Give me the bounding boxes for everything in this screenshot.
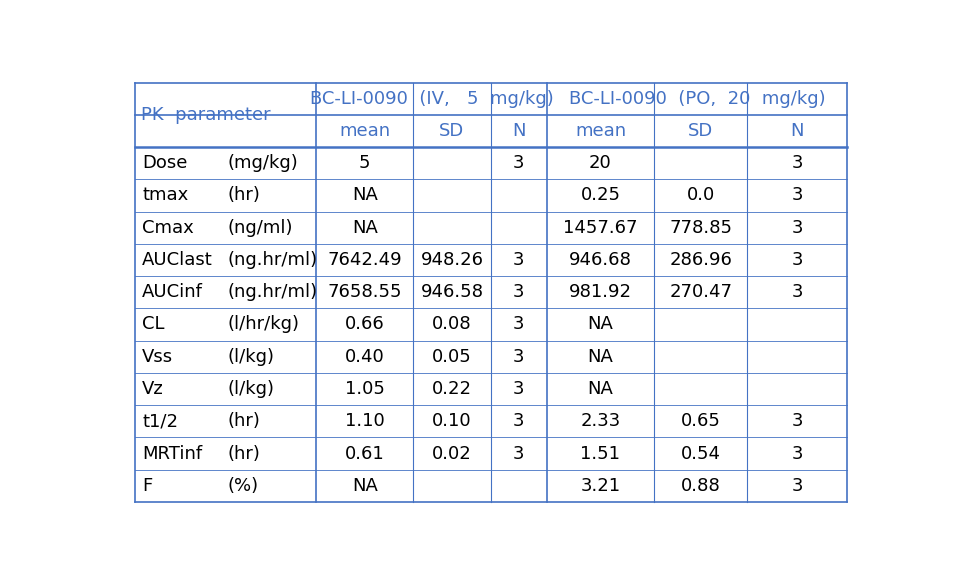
Text: 1.05: 1.05	[345, 380, 385, 398]
Text: NA: NA	[587, 348, 613, 366]
Text: 0.22: 0.22	[432, 380, 472, 398]
Text: 1.51: 1.51	[581, 445, 621, 463]
Text: NA: NA	[352, 186, 377, 204]
Text: 270.47: 270.47	[670, 283, 732, 301]
Text: (hr): (hr)	[227, 412, 261, 430]
Text: Vz: Vz	[142, 380, 164, 398]
Text: (%): (%)	[227, 477, 259, 495]
Text: F: F	[142, 477, 152, 495]
Text: (l/kg): (l/kg)	[227, 348, 274, 366]
Text: 3: 3	[791, 154, 803, 172]
Text: (mg/kg): (mg/kg)	[227, 154, 298, 172]
Text: NA: NA	[587, 380, 613, 398]
Text: 3: 3	[791, 251, 803, 269]
Text: N: N	[513, 122, 526, 140]
Text: 0.54: 0.54	[681, 445, 720, 463]
Text: AUClast: AUClast	[142, 251, 213, 269]
Text: 7642.49: 7642.49	[328, 251, 402, 269]
Text: 0.10: 0.10	[432, 412, 471, 430]
Text: CL: CL	[142, 316, 165, 334]
Text: 3: 3	[791, 412, 803, 430]
Text: 3: 3	[513, 412, 525, 430]
Text: 0.40: 0.40	[345, 348, 384, 366]
Text: NA: NA	[587, 316, 613, 334]
Text: mean: mean	[339, 122, 390, 140]
Text: 7658.55: 7658.55	[328, 283, 402, 301]
Text: NA: NA	[352, 219, 377, 237]
Text: N: N	[790, 122, 804, 140]
Text: 3: 3	[791, 186, 803, 204]
Text: 948.26: 948.26	[421, 251, 484, 269]
Text: BC-LI-0090  (IV,   5  mg/kg): BC-LI-0090 (IV, 5 mg/kg)	[309, 90, 554, 108]
Text: (ng.hr/ml): (ng.hr/ml)	[227, 251, 317, 269]
Text: 981.92: 981.92	[569, 283, 632, 301]
Text: 3: 3	[513, 316, 525, 334]
Text: 0.08: 0.08	[432, 316, 471, 334]
Text: 1457.67: 1457.67	[563, 219, 638, 237]
Text: 946.68: 946.68	[569, 251, 632, 269]
Text: PK  parameter: PK parameter	[141, 106, 270, 124]
Text: 946.58: 946.58	[421, 283, 484, 301]
Text: tmax: tmax	[142, 186, 189, 204]
Text: t1/2: t1/2	[142, 412, 178, 430]
Text: 3: 3	[513, 251, 525, 269]
Text: 0.61: 0.61	[345, 445, 384, 463]
Text: MRTinf: MRTinf	[142, 445, 202, 463]
Text: BC-LI-0090  (PO,  20  mg/kg): BC-LI-0090 (PO, 20 mg/kg)	[569, 90, 826, 108]
Text: 2.33: 2.33	[581, 412, 621, 430]
Text: 3: 3	[513, 380, 525, 398]
Text: (ng.hr/ml): (ng.hr/ml)	[227, 283, 317, 301]
Text: SD: SD	[440, 122, 465, 140]
Text: 5: 5	[359, 154, 371, 172]
Text: 0.88: 0.88	[681, 477, 720, 495]
Text: (hr): (hr)	[227, 186, 261, 204]
Text: 286.96: 286.96	[670, 251, 732, 269]
Text: 0.0: 0.0	[687, 186, 715, 204]
Text: 778.85: 778.85	[670, 219, 732, 237]
Text: 0.25: 0.25	[581, 186, 621, 204]
Text: 3: 3	[791, 283, 803, 301]
Text: Vss: Vss	[142, 348, 173, 366]
Text: 0.66: 0.66	[345, 316, 384, 334]
Text: (l/hr/kg): (l/hr/kg)	[227, 316, 300, 334]
Text: 20: 20	[589, 154, 612, 172]
Text: mean: mean	[575, 122, 626, 140]
Text: 3: 3	[513, 348, 525, 366]
Text: 3.21: 3.21	[581, 477, 621, 495]
Text: 0.02: 0.02	[432, 445, 472, 463]
Text: AUCinf: AUCinf	[142, 283, 203, 301]
Text: (ng/ml): (ng/ml)	[227, 219, 293, 237]
Text: 3: 3	[791, 445, 803, 463]
Text: 3: 3	[791, 219, 803, 237]
Text: 3: 3	[791, 477, 803, 495]
Text: 0.05: 0.05	[432, 348, 472, 366]
Text: 3: 3	[513, 283, 525, 301]
Text: (hr): (hr)	[227, 445, 261, 463]
Text: 1.10: 1.10	[345, 412, 384, 430]
Text: Dose: Dose	[142, 154, 188, 172]
Text: (l/kg): (l/kg)	[227, 380, 274, 398]
Text: 0.65: 0.65	[681, 412, 720, 430]
Text: NA: NA	[352, 477, 377, 495]
Text: Cmax: Cmax	[142, 219, 194, 237]
Text: 3: 3	[513, 154, 525, 172]
Text: 3: 3	[513, 445, 525, 463]
Text: SD: SD	[688, 122, 714, 140]
